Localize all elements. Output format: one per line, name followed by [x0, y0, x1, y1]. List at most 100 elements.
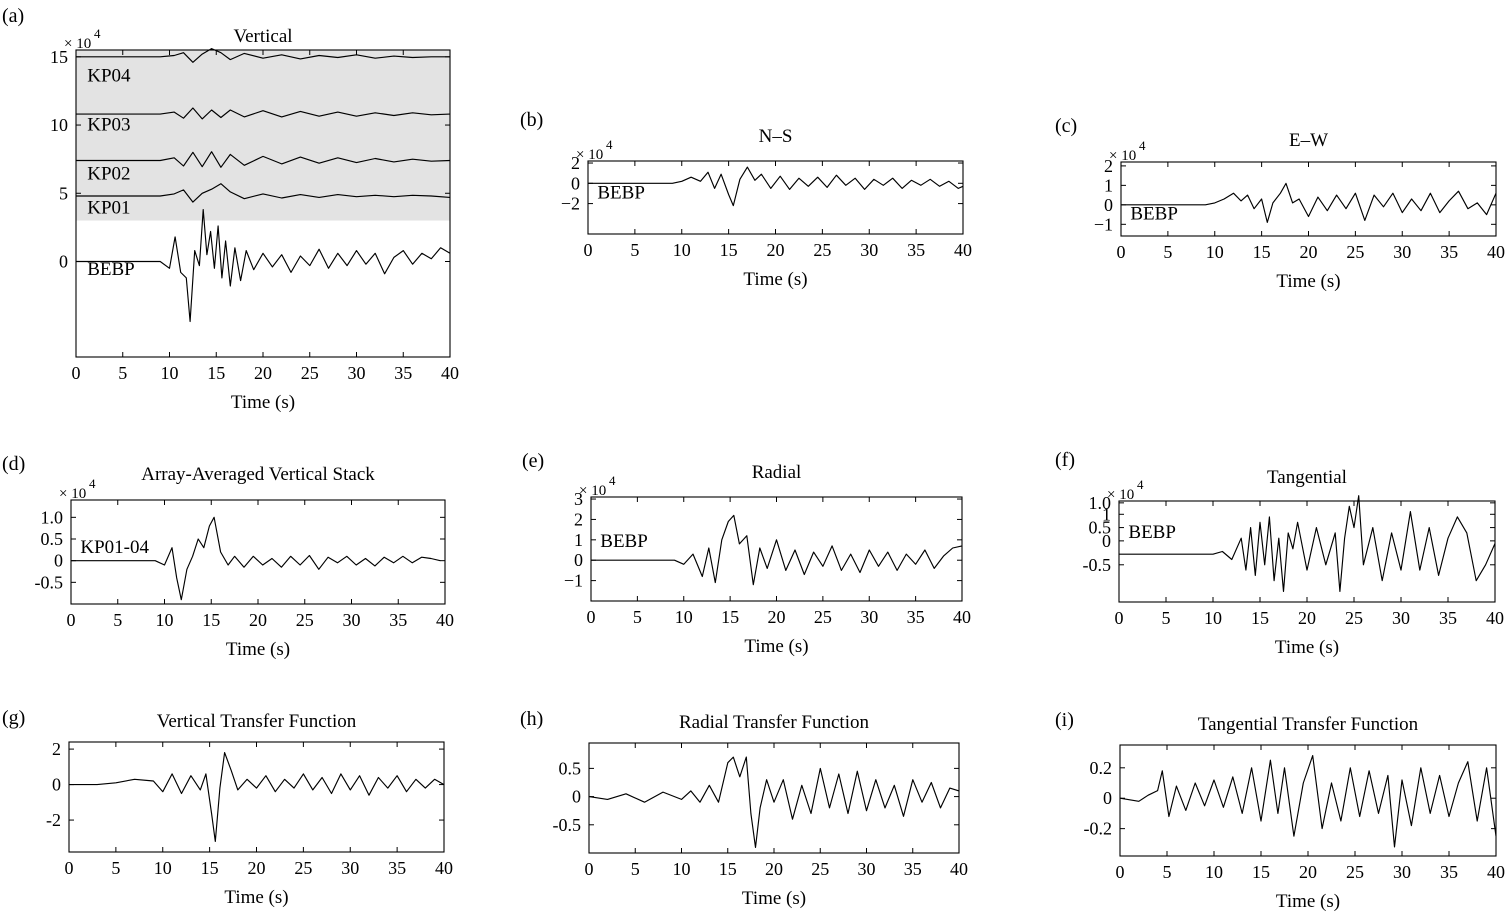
x-tick-label: 5 — [118, 363, 127, 383]
trace-bebp — [588, 166, 964, 207]
x-tick-label: 10 — [154, 858, 172, 878]
x-tick-label: 10 — [673, 859, 691, 879]
x-axis-label: Time (s) — [744, 636, 808, 657]
x-tick-label: 35 — [904, 859, 922, 879]
y-tick-label: 0.2 — [1090, 758, 1113, 778]
x-tick-label: 5 — [630, 240, 639, 260]
x-tick-label: 25 — [811, 859, 829, 879]
panel-letter: (i) — [1055, 709, 1074, 731]
y-tick-label: 2 — [52, 739, 61, 759]
x-tick-label: 30 — [860, 607, 878, 627]
trace-kp02 — [76, 151, 451, 168]
trace-label: KP02 — [87, 164, 130, 185]
y-tick-label: 0 — [572, 787, 581, 807]
exponent-power: 4 — [89, 476, 96, 491]
exponent-power: 4 — [1139, 138, 1146, 153]
x-tick-label: 5 — [631, 859, 640, 879]
trace-kp01 — [76, 183, 451, 203]
panel-title: E–W — [1289, 130, 1328, 151]
exponent-power: 4 — [1137, 477, 1144, 492]
x-tick-label: 20 — [249, 610, 267, 630]
x-tick-label: 25 — [814, 607, 832, 627]
x-axis-label: Time (s) — [1276, 891, 1340, 912]
panel-letter: (a) — [2, 5, 24, 27]
exponent-power: 4 — [606, 137, 613, 152]
y-tick-label: 0.5 — [559, 758, 582, 778]
x-tick-label: 30 — [348, 363, 366, 383]
trace-label: KP03 — [87, 115, 130, 136]
x-tick-label: 40 — [1487, 862, 1505, 882]
x-axis-label: Time (s) — [1276, 271, 1340, 292]
trace-bebp — [76, 209, 451, 323]
x-tick-label: 15 — [1252, 862, 1270, 882]
y-tick-label: 0 — [571, 173, 580, 193]
panel-letter: (h) — [520, 708, 543, 730]
trace-label: BEBP — [597, 183, 645, 204]
x-axis-label: Time (s) — [1275, 637, 1339, 658]
x-tick-label: 30 — [1393, 242, 1411, 262]
x-tick-label: 0 — [587, 607, 596, 627]
x-axis-label: Time (s) — [226, 639, 290, 660]
exponent-label: × 104 — [64, 26, 101, 52]
panel-title: N–S — [759, 126, 793, 147]
panel-title: Radial Transfer Function — [679, 712, 869, 733]
x-tick-label: 40 — [436, 610, 454, 630]
shaded-band — [76, 50, 450, 221]
x-tick-label: 0 — [65, 858, 74, 878]
x-tick-label: 25 — [294, 858, 312, 878]
x-tick-label: 0 — [67, 610, 76, 630]
y-tick-label: 0 — [1102, 531, 1111, 551]
x-tick-label: 20 — [248, 858, 266, 878]
exponent-base: × 10 — [64, 36, 91, 52]
x-tick-label: 10 — [156, 610, 174, 630]
x-tick-label: 40 — [441, 363, 459, 383]
y-tick-label: 1 — [574, 530, 583, 550]
y-tick-label: −2 — [561, 194, 580, 214]
y-tick-label: 0 — [574, 550, 583, 570]
exponent-label: × 104 — [1107, 477, 1144, 503]
y-tick-label: -0.5 — [1083, 555, 1112, 575]
x-tick-label: 40 — [953, 607, 971, 627]
x-tick-label: 10 — [1204, 608, 1222, 628]
x-tick-label: 0 — [1117, 242, 1126, 262]
panel-h: (h) Radial Transfer Function 0 5 10 15 20 25 30 3… — [520, 708, 968, 909]
x-tick-label: 20 — [768, 607, 786, 627]
y-tick-label: 1 — [1104, 175, 1113, 195]
x-tick-label: 5 — [1162, 608, 1171, 628]
panel-title: Tangential Transfer Function — [1198, 714, 1419, 735]
x-tick-label: 35 — [394, 363, 412, 383]
x-tick-label: 30 — [860, 240, 878, 260]
trace-label: BEBP — [1130, 203, 1178, 224]
y-tick-label: 3 — [574, 489, 583, 509]
x-tick-label: 35 — [907, 607, 925, 627]
y-tick-label: 1 — [1102, 504, 1111, 524]
x-tick-label: 20 — [1299, 862, 1317, 882]
x-tick-label: 0 — [584, 240, 593, 260]
y-tick-label: 0.5 — [1089, 518, 1112, 538]
plot-frame — [588, 742, 960, 854]
x-tick-label: 35 — [388, 858, 406, 878]
panel-letter: (d) — [2, 453, 25, 475]
x-axis-label: Time (s) — [743, 269, 807, 290]
x-tick-label: 35 — [1440, 862, 1458, 882]
x-tick-label: 40 — [1486, 608, 1504, 628]
y-tick-label: 0.5 — [41, 529, 64, 549]
trace-kp04 — [76, 48, 450, 63]
panel-letter: (b) — [520, 109, 543, 131]
y-tick-label: -0.5 — [553, 815, 582, 835]
x-tick-label: 40 — [950, 859, 968, 879]
exponent-base: × 10 — [59, 486, 86, 502]
x-tick-label: 15 — [202, 610, 220, 630]
plot-frame — [1118, 500, 1496, 603]
x-tick-label: 15 — [720, 240, 738, 260]
y-tick-label: -2 — [46, 810, 61, 830]
y-tick-label: 0 — [54, 551, 63, 571]
x-tick-label: 35 — [389, 610, 407, 630]
x-tick-label: 35 — [1440, 242, 1458, 262]
x-tick-label: 10 — [161, 363, 179, 383]
exponent-power: 4 — [609, 473, 616, 488]
